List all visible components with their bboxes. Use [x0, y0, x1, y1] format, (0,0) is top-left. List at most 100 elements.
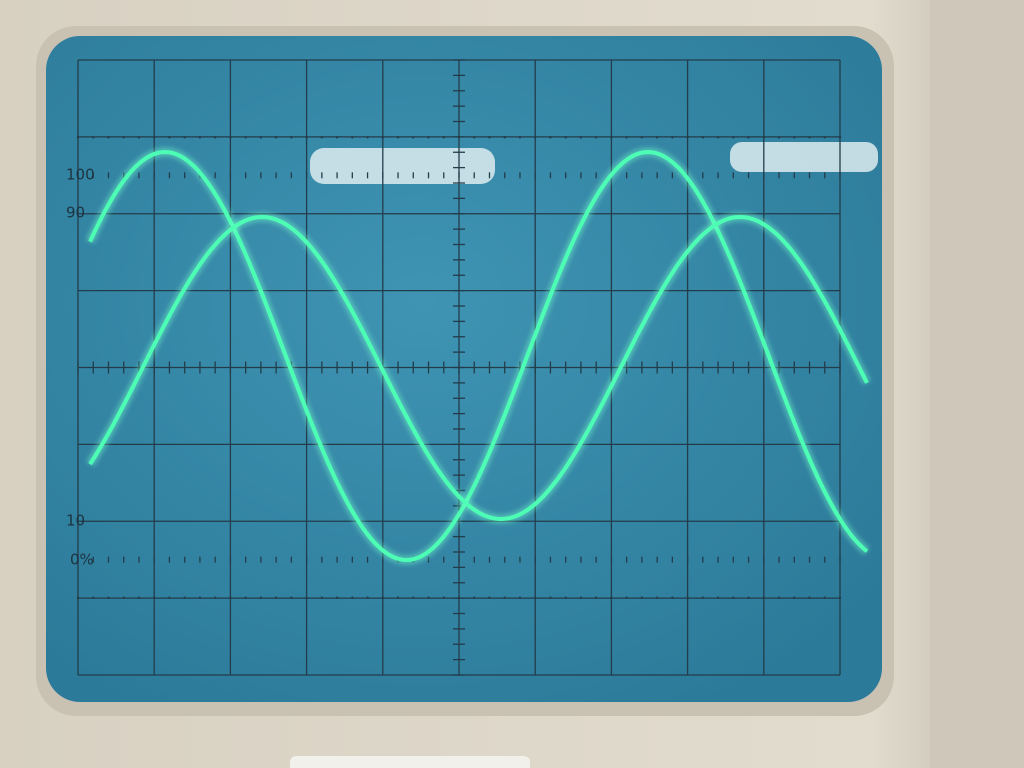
dot: [213, 596, 217, 599]
dot: [518, 596, 522, 599]
trace: [88, 214, 869, 522]
dot: [838, 136, 842, 139]
dot: [534, 136, 537, 139]
dot: [366, 596, 369, 599]
dot: [137, 136, 141, 139]
dot: [549, 596, 552, 599]
dot: [442, 596, 445, 599]
dot: [549, 136, 552, 139]
dot: [488, 596, 491, 599]
dot: [305, 136, 308, 139]
dot: [396, 136, 400, 139]
dot: [335, 136, 339, 139]
dot: [183, 136, 186, 139]
dot: [381, 136, 384, 139]
dot: [777, 136, 781, 139]
dot: [671, 136, 674, 139]
dot: [183, 596, 186, 599]
dot: [412, 136, 415, 139]
dot: [793, 596, 796, 599]
dot: [92, 136, 95, 139]
dot: [122, 136, 125, 139]
dot: [655, 136, 659, 139]
dot: [76, 136, 80, 139]
graticule-label: 90: [66, 204, 85, 222]
dot: [671, 596, 674, 599]
dot: [198, 136, 202, 139]
dot: [168, 136, 171, 139]
dot: [427, 136, 430, 139]
bezel-side: [930, 0, 1024, 768]
dot: [153, 596, 156, 599]
dot: [274, 136, 278, 139]
dot: [503, 596, 506, 599]
dot: [625, 136, 628, 139]
dot: [534, 596, 537, 599]
dot: [716, 596, 720, 599]
dot: [153, 136, 156, 139]
dot: [823, 136, 826, 139]
dot: [259, 136, 263, 139]
dot: [579, 136, 583, 139]
dot: [640, 136, 644, 139]
dot: [457, 596, 461, 599]
dot: [351, 596, 354, 599]
graticule-label: 100: [66, 166, 95, 184]
dot: [732, 596, 735, 599]
dot: [473, 136, 476, 139]
dot: [838, 596, 842, 599]
graticule-label: 10: [66, 512, 85, 530]
dot: [92, 596, 95, 599]
dot: [701, 596, 705, 599]
dot: [244, 136, 247, 139]
dot: [564, 136, 567, 139]
glare: [310, 148, 495, 184]
knob-tab: [290, 756, 530, 768]
dot: [290, 136, 293, 139]
dot: [381, 596, 384, 599]
dot: [610, 136, 613, 139]
dot: [625, 596, 628, 599]
graticule-label: 0%: [70, 551, 94, 569]
dot: [808, 136, 811, 139]
dot: [579, 596, 583, 599]
dot: [168, 596, 171, 599]
dot: [198, 596, 202, 599]
dot: [137, 596, 141, 599]
dot: [366, 136, 369, 139]
dot: [213, 136, 217, 139]
dot: [793, 136, 796, 139]
dot: [686, 596, 689, 599]
dot: [762, 596, 765, 599]
dot: [747, 596, 750, 599]
dot: [76, 596, 80, 599]
dot: [259, 596, 263, 599]
trace: [88, 149, 869, 562]
dot: [229, 136, 232, 139]
dot: [396, 596, 400, 599]
dot: [686, 136, 689, 139]
graticule: [76, 59, 842, 676]
dot: [747, 136, 750, 139]
traces: [85, 147, 872, 565]
dot: [274, 596, 278, 599]
dot: [762, 136, 765, 139]
dot: [335, 596, 339, 599]
dot: [564, 596, 567, 599]
dot: [442, 136, 445, 139]
dot: [107, 596, 110, 599]
dot: [290, 596, 293, 599]
dot: [351, 136, 354, 139]
dot: [823, 596, 826, 599]
dot: [777, 596, 781, 599]
dot: [732, 136, 735, 139]
dot: [427, 596, 430, 599]
dot: [655, 596, 659, 599]
dot: [457, 136, 461, 139]
dot: [244, 596, 247, 599]
dot: [518, 136, 522, 139]
glare: [730, 142, 878, 172]
dot: [229, 596, 232, 599]
